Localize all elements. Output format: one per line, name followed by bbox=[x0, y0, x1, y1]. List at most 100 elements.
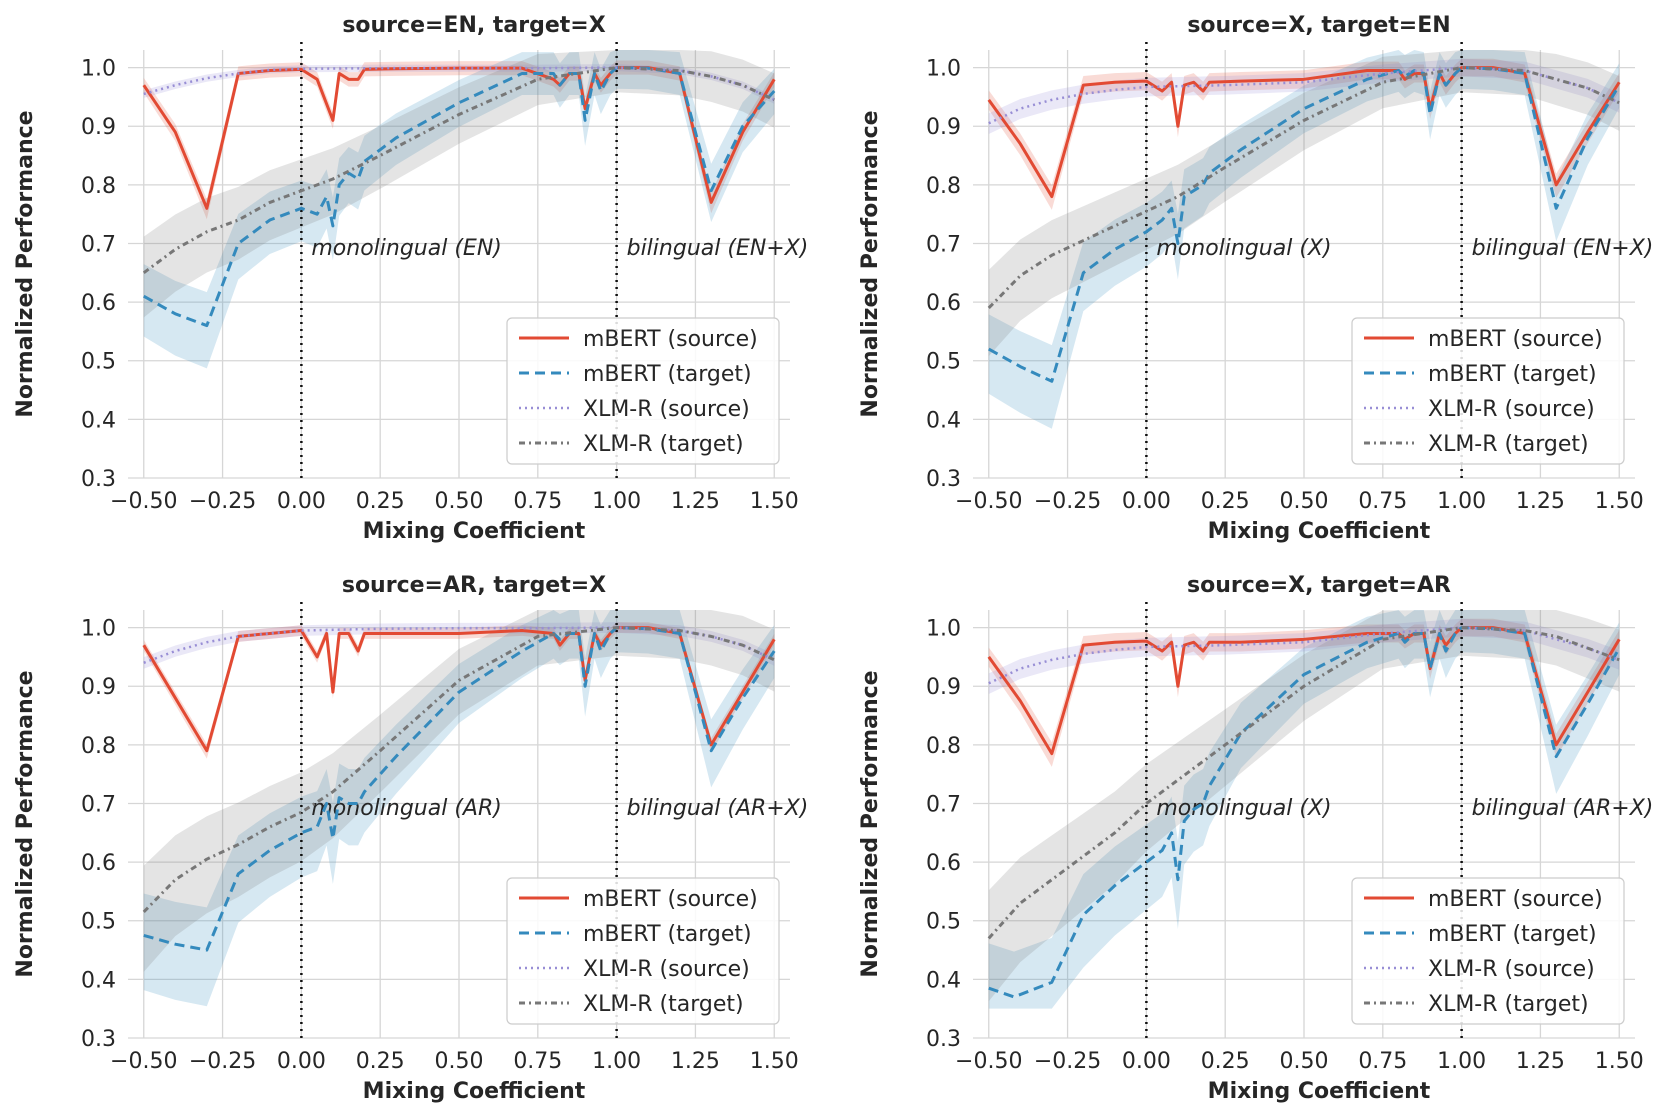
legend-label: mBERT (source) bbox=[1428, 327, 1603, 352]
y-tick-label: 1.0 bbox=[926, 617, 961, 642]
legend-label: mBERT (target) bbox=[583, 362, 752, 387]
confidence-band bbox=[143, 610, 775, 1007]
y-tick-label: 0.8 bbox=[81, 174, 116, 199]
x-tick-label: −0.50 bbox=[110, 1049, 177, 1074]
series-line bbox=[988, 66, 1621, 383]
series-line bbox=[143, 626, 776, 952]
x-tick-label: 0.00 bbox=[1122, 1049, 1171, 1074]
x-tick-label: −0.25 bbox=[1034, 1049, 1101, 1074]
confidence-band bbox=[143, 622, 775, 669]
y-tick-label: 0.7 bbox=[926, 792, 961, 817]
x-axis-label: Mixing Coefficient bbox=[363, 1079, 586, 1104]
y-tick-label: 0.5 bbox=[926, 910, 961, 935]
series-line bbox=[143, 66, 776, 328]
y-tick-label: 0.3 bbox=[926, 1027, 961, 1052]
x-axis-label: Mixing Coefficient bbox=[1208, 519, 1431, 544]
y-tick-label: 0.4 bbox=[81, 408, 116, 433]
y-tick-label: 0.4 bbox=[926, 968, 961, 993]
x-tick-label: −0.50 bbox=[955, 1049, 1022, 1074]
x-tick-label: 1.50 bbox=[750, 489, 799, 514]
x-tick-label: 0.00 bbox=[277, 489, 326, 514]
y-tick-label: 0.9 bbox=[926, 115, 961, 140]
legend-label: mBERT (source) bbox=[1428, 887, 1603, 912]
annotation-monolingual: monolingual (X) bbox=[1156, 236, 1331, 261]
y-tick-label: 1.0 bbox=[926, 57, 961, 82]
series-line bbox=[987, 66, 1620, 310]
y-tick-label: 0.6 bbox=[926, 851, 961, 876]
y-tick-label: 0.9 bbox=[926, 675, 961, 700]
y-tick-label: 0.3 bbox=[926, 467, 961, 492]
confidence-band bbox=[988, 58, 1620, 135]
legend-box bbox=[506, 877, 780, 1025]
y-tick-label: 1.0 bbox=[81, 617, 116, 642]
annotation-bilingual: bilingual (EN+X) bbox=[1472, 236, 1654, 261]
x-tick-label: 1.00 bbox=[592, 1049, 641, 1074]
legend-label: XLM-R (source) bbox=[1428, 397, 1595, 422]
y-tick-label: 0.3 bbox=[81, 467, 116, 492]
x-tick-label: 0.25 bbox=[1201, 489, 1250, 514]
y-tick-label: 0.5 bbox=[926, 350, 961, 375]
chart-title: source=X, target=EN bbox=[1187, 13, 1450, 38]
series-line bbox=[988, 626, 1620, 685]
y-tick-label: 0.7 bbox=[81, 232, 116, 257]
annotation-monolingual: monolingual (EN) bbox=[311, 236, 501, 261]
y-tick-label: 0.4 bbox=[81, 968, 116, 993]
chart-title: source=EN, target=X bbox=[342, 13, 605, 38]
chart-panel-1: 0.3 0.4 0.5 0.6 0.7 0.8 0.9 1.0 −0.50 −0.25 0.00 0.… bbox=[13, 13, 808, 544]
x-tick-label: 0.75 bbox=[1358, 489, 1407, 514]
x-tick-label: 1.25 bbox=[1516, 489, 1565, 514]
confidence-band bbox=[988, 50, 1620, 429]
x-tick-label: 1.00 bbox=[1437, 489, 1486, 514]
x-tick-label: 0.75 bbox=[513, 1049, 562, 1074]
x-tick-label: 0.00 bbox=[277, 1049, 326, 1074]
x-tick-label: 1.25 bbox=[671, 489, 720, 514]
y-tick-label: 0.7 bbox=[81, 792, 116, 817]
y-tick-label: 0.3 bbox=[81, 1027, 116, 1052]
x-axis-label: Mixing Coefficient bbox=[363, 519, 586, 544]
chart-panel-3: 0.3 0.4 0.5 0.6 0.7 0.8 0.9 1.0 −0.50 −0.25 0.00 0.… bbox=[13, 573, 808, 1104]
legend-label: XLM-R (target) bbox=[583, 992, 744, 1017]
series-line bbox=[987, 626, 1620, 940]
y-tick-label: 0.6 bbox=[926, 291, 961, 316]
chart-title: source=AR, target=X bbox=[342, 573, 606, 598]
series-line bbox=[142, 626, 775, 913]
x-tick-label: 1.25 bbox=[1516, 1049, 1565, 1074]
legend: mBERT (source) mBERT (target) XLM-R (sourc… bbox=[506, 317, 780, 465]
annotation-bilingual: bilingual (AR+X) bbox=[1472, 796, 1654, 821]
y-tick-label: 0.7 bbox=[926, 232, 961, 257]
legend: mBERT (source) mBERT (target) XLM-R (sourc… bbox=[506, 877, 780, 1025]
y-tick-label: 0.8 bbox=[926, 174, 961, 199]
confidence-band bbox=[988, 618, 1620, 695]
legend-label: XLM-R (source) bbox=[583, 957, 750, 982]
x-tick-label: 0.50 bbox=[1280, 1049, 1329, 1074]
series-line bbox=[988, 66, 1620, 125]
legend-label: XLM-R (target) bbox=[1428, 992, 1589, 1017]
x-tick-label: 1.50 bbox=[1595, 1049, 1644, 1074]
legend-label: XLM-R (target) bbox=[583, 432, 744, 457]
legend-label: mBERT (source) bbox=[583, 887, 758, 912]
annotation-bilingual: bilingual (EN+X) bbox=[627, 236, 809, 261]
legend-box bbox=[1351, 877, 1625, 1025]
x-tick-label: −0.25 bbox=[189, 489, 256, 514]
annotation-monolingual: monolingual (X) bbox=[1156, 796, 1331, 821]
x-tick-label: 0.75 bbox=[1358, 1049, 1407, 1074]
x-tick-label: 1.00 bbox=[1437, 1049, 1486, 1074]
confidence-band bbox=[988, 610, 1620, 1009]
legend-box bbox=[1351, 317, 1625, 465]
x-tick-label: 1.00 bbox=[592, 489, 641, 514]
x-axis-label: Mixing Coefficient bbox=[1208, 1079, 1431, 1104]
x-tick-label: 1.50 bbox=[750, 1049, 799, 1074]
x-tick-label: 0.50 bbox=[435, 489, 484, 514]
x-tick-label: 1.25 bbox=[671, 1049, 720, 1074]
x-tick-label: 1.50 bbox=[1595, 489, 1644, 514]
confidence-band bbox=[988, 50, 1620, 357]
x-tick-label: 0.75 bbox=[513, 489, 562, 514]
legend-label: mBERT (target) bbox=[1428, 922, 1597, 947]
y-tick-label: 0.8 bbox=[926, 734, 961, 759]
legend-label: XLM-R (source) bbox=[1428, 957, 1595, 982]
annotation-monolingual: monolingual (AR) bbox=[311, 796, 501, 821]
x-tick-label: −0.25 bbox=[189, 1049, 256, 1074]
y-tick-label: 0.9 bbox=[81, 675, 116, 700]
legend: mBERT (source) mBERT (target) XLM-R (sourc… bbox=[1351, 877, 1625, 1025]
